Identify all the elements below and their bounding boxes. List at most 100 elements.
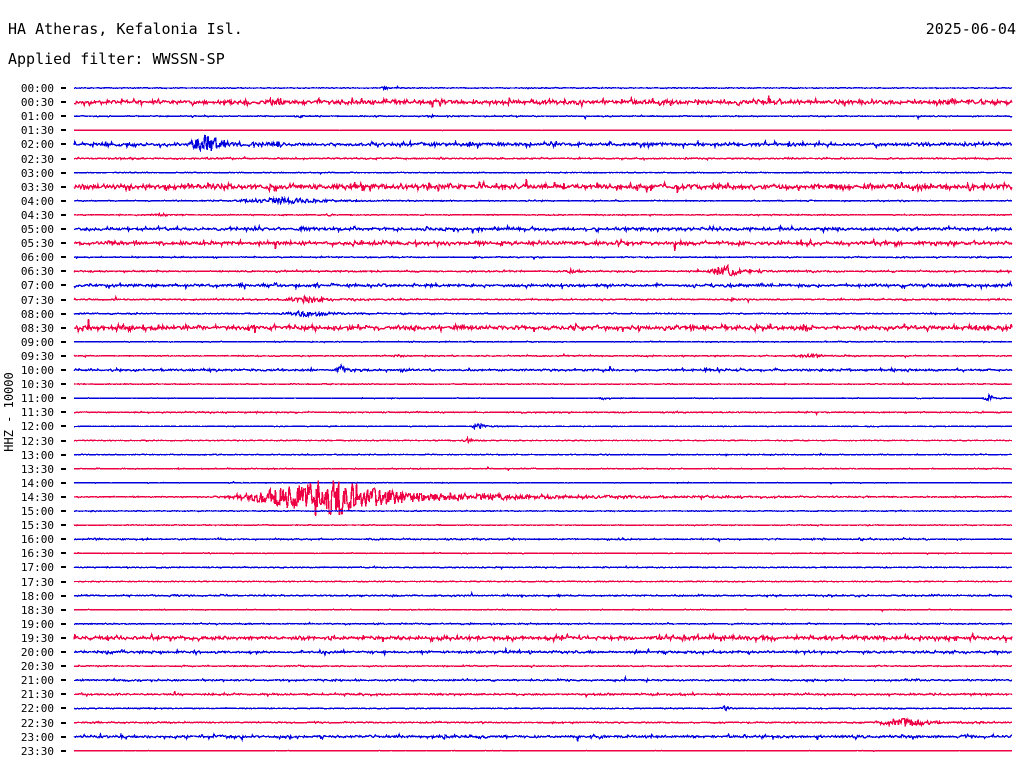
seismic-trace <box>73 178 1013 194</box>
time-axis-tick <box>61 397 66 400</box>
time-axis-tick <box>61 481 66 484</box>
time-axis-tick <box>61 213 66 216</box>
time-axis-label: 07:30 <box>20 293 54 307</box>
time-axis-label: 17:00 <box>20 561 54 575</box>
time-axis-label: 20:00 <box>20 646 54 659</box>
time-axis-label: 01:30 <box>20 124 54 138</box>
time-axis-label: 04:30 <box>20 208 54 222</box>
time-axis-tick <box>61 185 66 188</box>
time-axis-label: 09:00 <box>20 335 54 349</box>
time-axis-label: 20:30 <box>20 660 54 674</box>
time-axis-label: 05:30 <box>20 237 54 251</box>
time-axis-tick <box>61 679 66 682</box>
time-axis-tick <box>61 157 66 160</box>
time-axis-tick <box>61 721 66 724</box>
time-axis-tick <box>61 228 66 230</box>
time-axis-label: 14:30 <box>20 490 54 504</box>
time-axis: 00:00 00:30 01:00 01:30 02:00 02:30 03:00 03:30… <box>0 78 66 776</box>
seismic-trace <box>73 690 1013 699</box>
seismic-trace <box>73 294 1013 305</box>
seismic-trace <box>73 509 1013 513</box>
time-axis-tick <box>61 354 66 357</box>
time-axis-label: 00:30 <box>20 96 54 110</box>
seismic-trace <box>73 435 1013 445</box>
seismic-trace <box>73 631 1013 644</box>
trace-canvas <box>73 85 1013 753</box>
time-axis-tick <box>61 298 66 301</box>
time-axis-label: 18:00 <box>20 589 54 603</box>
seismic-trace <box>73 422 1013 431</box>
time-axis-tick <box>61 270 66 273</box>
seismic-trace <box>73 85 1013 92</box>
seismic-trace <box>73 95 1013 109</box>
time-axis-tick <box>61 580 66 583</box>
time-axis-label: 15:00 <box>20 505 54 518</box>
seismic-trace <box>73 621 1013 626</box>
time-axis-tick <box>61 411 66 414</box>
seismic-trace <box>73 170 1013 176</box>
time-axis-tick <box>61 369 66 371</box>
seismogram-plot <box>0 78 1024 776</box>
time-axis-label: 21:30 <box>20 688 54 702</box>
seismic-trace <box>73 363 1013 374</box>
time-axis-tick <box>61 383 66 386</box>
seismic-trace <box>73 565 1013 571</box>
seismic-trace <box>73 255 1013 261</box>
time-axis-label: 15:30 <box>20 519 54 533</box>
time-axis-label: 05:00 <box>20 223 54 236</box>
seismic-trace <box>73 352 1013 359</box>
time-axis-tick <box>61 439 66 442</box>
time-axis-label: 13:00 <box>20 448 54 462</box>
time-axis-tick <box>61 143 66 146</box>
time-axis-tick <box>61 707 66 710</box>
seismic-trace <box>73 129 1013 132</box>
time-axis-label: 12:00 <box>20 420 54 434</box>
time-axis-tick <box>61 749 66 752</box>
time-axis-tick <box>61 510 66 512</box>
time-axis-label: 16:00 <box>20 533 54 547</box>
time-axis-label: 08:00 <box>20 307 54 321</box>
seismic-trace <box>73 134 1013 153</box>
seismic-trace <box>73 223 1013 235</box>
time-axis-label: 22:30 <box>20 716 54 730</box>
time-axis-label: 13:30 <box>20 462 54 476</box>
time-axis-label: 16:30 <box>20 547 54 561</box>
seismic-trace <box>73 310 1013 319</box>
seismic-trace <box>73 392 1013 403</box>
time-axis-tick <box>61 284 66 287</box>
time-axis-tick <box>61 467 66 470</box>
seismic-trace <box>73 674 1013 684</box>
seismic-trace <box>73 664 1013 669</box>
seismic-trace <box>73 591 1013 599</box>
record-date: 2025-06-04 <box>925 20 1016 38</box>
time-axis-label: 18:30 <box>20 603 54 617</box>
time-axis-tick <box>61 256 66 259</box>
seismic-trace <box>73 211 1013 218</box>
time-axis-tick <box>61 524 66 527</box>
seismic-trace <box>73 465 1013 472</box>
seismic-trace <box>73 551 1013 556</box>
seismic-trace <box>73 731 1013 743</box>
time-axis-tick <box>61 312 66 315</box>
time-axis-tick <box>61 735 66 738</box>
time-axis-tick <box>61 552 66 555</box>
seismic-trace <box>73 340 1013 344</box>
time-axis-tick <box>61 171 66 174</box>
seismic-trace <box>73 410 1013 417</box>
seismic-trace <box>73 480 1013 517</box>
time-axis-tick <box>61 651 66 653</box>
time-axis-label: 19:00 <box>20 617 54 631</box>
time-axis-tick <box>61 636 66 639</box>
time-axis-tick <box>61 115 66 118</box>
time-axis-label: 19:30 <box>20 631 54 645</box>
time-axis-tick <box>61 622 66 625</box>
seismic-trace <box>73 608 1013 613</box>
time-axis-label: 09:30 <box>20 349 54 363</box>
time-axis-label: 11:00 <box>20 392 54 406</box>
time-axis-tick <box>61 594 66 597</box>
applied-filter-label: Applied filter: WWSSN-SP <box>8 50 225 68</box>
seismic-trace <box>73 155 1013 162</box>
time-axis-label: 00:00 <box>20 82 54 95</box>
time-axis-label: 10:00 <box>20 364 54 377</box>
